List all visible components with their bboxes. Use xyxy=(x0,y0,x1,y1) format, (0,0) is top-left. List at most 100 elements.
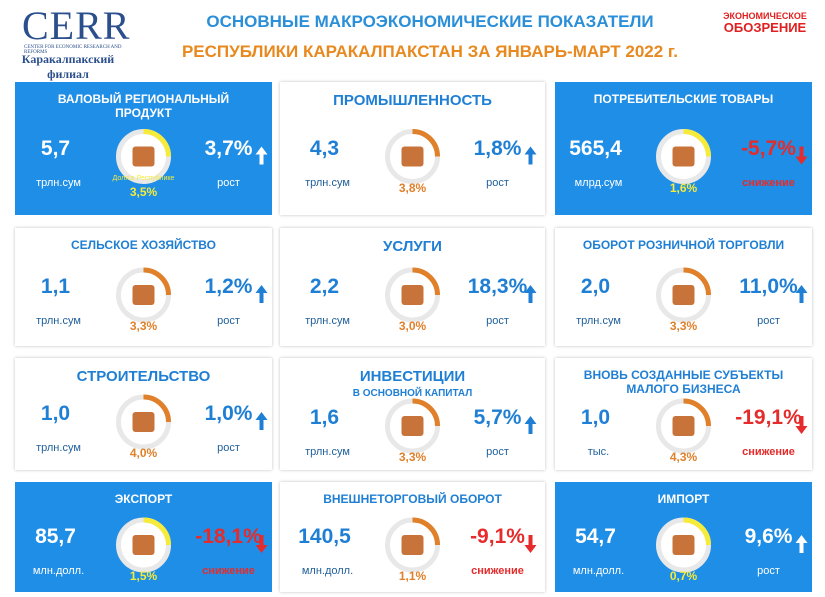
card-title: СТРОИТЕЛЬСТВО xyxy=(76,368,211,385)
icon xyxy=(672,416,695,436)
unit: млн.долл. xyxy=(32,565,85,577)
growth-label: рост xyxy=(757,315,780,327)
unit: трлн.сум xyxy=(576,315,621,327)
growth-label: рост xyxy=(486,315,509,327)
growth: 9,6% xyxy=(744,525,793,548)
value: 2,0 xyxy=(580,275,611,298)
unit: трлн.сум xyxy=(36,176,81,189)
trend-arrow xyxy=(524,535,537,553)
growth-label: снижение xyxy=(202,565,255,577)
indicator-card: УСЛУГИ 2,2 трлн.сум 18,3% рост 3,0% xyxy=(280,228,545,346)
indicator-card: ИНВЕСТИЦИИ В ОСНОВНОЙ КАПИТАЛ 1,6 трлн.сум 5… xyxy=(280,358,545,470)
card-subtitle: В ОСНОВНОЙ КАПИТАЛ xyxy=(352,388,473,399)
card-graphics xyxy=(385,267,537,323)
indicator-card: ВНЕШНЕТОРГОВЫЙ ОБОРОТ 140,5 млн.долл. -9,1%… xyxy=(280,482,545,592)
icon-ring-accent xyxy=(683,267,711,296)
card-graphics xyxy=(385,129,537,184)
unit: тыс. xyxy=(587,446,610,458)
icon-ring-accent xyxy=(143,394,171,423)
growth: -19,1% xyxy=(735,406,802,429)
title-line: РЕСПУБЛИКИ КАРАКАЛПАКСТАН ЗА ЯНВАРЬ-МАРТ… xyxy=(181,42,679,61)
value: 140,5 xyxy=(298,525,351,548)
value: 4,3 xyxy=(309,136,340,160)
indicator-card: СТРОИТЕЛЬСТВО 1,0 трлн.сум 1,0% рост 4,0% xyxy=(15,358,272,470)
share: 3,8% xyxy=(398,180,427,195)
card-title: СЕЛЬСКОЕ ХОЗЯЙСТВО xyxy=(71,238,216,252)
card-title: ИМПОРТ xyxy=(657,492,710,506)
growth-label: рост xyxy=(757,565,780,577)
card-graphics xyxy=(116,129,268,184)
share: 3,0% xyxy=(398,319,427,333)
share: 0,7% xyxy=(669,569,698,583)
icon xyxy=(672,285,695,305)
card-title: ПРОМЫШЛЕННОСТЬ xyxy=(333,92,492,109)
growth-label: рост xyxy=(486,176,509,189)
share: 1,1% xyxy=(398,569,427,583)
card-title: ЭКСПОРТ xyxy=(114,492,173,506)
trend-arrow xyxy=(795,535,808,553)
icon xyxy=(132,285,155,305)
card-graphics xyxy=(116,267,268,323)
value: 85,7 xyxy=(35,525,76,548)
indicator-card: ВНОВЬ СОЗДАННЫЕ СУБЪЕКТЫ МАЛОГО БИЗНЕСА 1… xyxy=(555,358,812,470)
value: 1,0 xyxy=(580,406,611,429)
share: 3,5% xyxy=(129,184,158,199)
growth: -9,1% xyxy=(470,525,525,548)
growth: 11,0% xyxy=(739,275,798,298)
growth: 3,7% xyxy=(204,136,253,160)
growth-label: снижение xyxy=(742,176,795,189)
icon xyxy=(132,146,155,167)
growth: 1,2% xyxy=(204,275,253,298)
icon-ring-accent xyxy=(412,129,440,157)
trend-arrow xyxy=(255,146,268,165)
unit: млн.долл. xyxy=(572,565,625,577)
growth: 5,7% xyxy=(473,406,522,429)
card-graphics xyxy=(656,517,808,573)
icon xyxy=(132,412,155,432)
icon-ring-accent xyxy=(412,398,440,427)
icon xyxy=(132,535,155,555)
icon-ring-accent xyxy=(143,267,171,296)
share: 3,3% xyxy=(669,319,698,333)
card-graphics xyxy=(116,517,268,573)
indicator-card: ПОТРЕБИТЕЛЬСКИЕ ТОВАРЫ 565,4 млрд.сум -5,7%… xyxy=(555,82,812,215)
icon xyxy=(401,416,424,436)
unit: трлн.сум xyxy=(36,442,81,454)
share: 4,0% xyxy=(129,446,158,460)
icon-ring-accent xyxy=(412,267,440,296)
card-title: ВАЛОВЫЙ РЕГИОНАЛЬНЫЙ ПРОДУКТ xyxy=(57,92,230,120)
card-title: ВНЕШНЕТОРГОВЫЙ ОБОРОТ xyxy=(323,492,502,506)
icon-ring-accent xyxy=(683,398,711,427)
trend-arrow xyxy=(524,285,537,303)
growth: 1,0% xyxy=(204,402,253,425)
unit: млрд.сум xyxy=(574,176,623,189)
indicator-card: ИМПОРТ 54,7 млн.долл. 9,6% рост 0,7% xyxy=(555,482,812,592)
logo: CERR xyxy=(22,3,131,48)
trend-arrow xyxy=(524,416,537,434)
unit: трлн.сум xyxy=(305,315,350,327)
share-note: Доля в Республике xyxy=(112,174,175,182)
growth-label: снижение xyxy=(742,446,795,458)
share: 1,6% xyxy=(669,180,698,195)
icon xyxy=(672,535,695,555)
icon xyxy=(401,146,424,167)
card-title: УСЛУГИ xyxy=(383,238,442,255)
trend-arrow xyxy=(524,146,537,165)
partner-logo: ЭКОНОМИЧЕСКОЕ xyxy=(723,11,807,21)
trend-arrow xyxy=(255,285,268,303)
title-line: ОСНОВНЫЕ МАКРОЭКОНОМИЧЕСКИЕ ПОКАЗАТЕЛИ xyxy=(206,12,654,31)
card-title: ПОТРЕБИТЕЛЬСКИЕ ТОВАРЫ xyxy=(593,92,774,106)
share: 4,3% xyxy=(669,450,698,464)
value: 5,7 xyxy=(40,136,71,160)
card-graphics xyxy=(116,394,268,450)
partner-logo: ОБОЗРЕНИЕ xyxy=(723,20,807,35)
value: 1,6 xyxy=(309,406,340,429)
indicator-card: ВАЛОВЫЙ РЕГИОНАЛЬНЫЙ ПРОДУКТ 5,7 трлн.сум 3… xyxy=(15,82,272,215)
icon-ring-accent xyxy=(683,517,711,546)
unit: млн.долл. xyxy=(301,565,354,577)
indicator-card: СЕЛЬСКОЕ ХОЗЯЙСТВО 1,1 трлн.сум 1,2% рост 3,3… xyxy=(15,228,272,346)
card-graphics xyxy=(656,267,808,323)
trend-arrow xyxy=(255,535,268,553)
unit: трлн.сум xyxy=(36,315,81,327)
